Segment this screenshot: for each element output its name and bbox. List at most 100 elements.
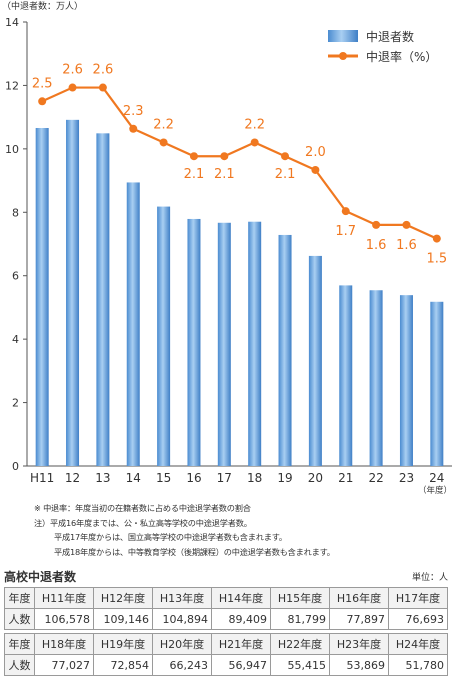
rate-data-label: 2.1 [184,167,205,182]
bar [157,206,171,466]
x-tick-label: 20 [308,471,323,485]
bar [339,285,353,466]
x-axis: H11 12 13 14 15 16 17 18 19 20 21 22 23 24 [30,471,444,485]
dropout-table-part-1: 年度 H11年度 H12年度 H13年度 H14年度 H15年度 H16年度 H… [4,587,448,630]
rate-point [68,83,77,92]
rate-data-label: 1.7 [335,224,356,239]
bar [248,221,262,466]
table-row-years: 年度 H18年度 H19年度 H20年度 H21年度 H22年度 H23年度 H… [4,633,448,655]
footnotes: ※ 中退率：年度当初の在籍者数に占める中途退学者数の割合 注）平成16年度までは… [34,501,450,559]
count-cell: 77,027 [34,654,94,676]
legend-line-marker [339,52,347,60]
bar [399,295,413,466]
bar-series [35,119,444,466]
y-tick-label: 14 [5,16,19,29]
year-cell: H13年度 [152,587,212,609]
rate-data-label: 2.2 [244,117,265,132]
table-row-counts: 人数 106,578 109,146 104,894 89,409 81,799… [4,608,448,630]
count-cell: 106,578 [34,608,94,630]
y-tick-label: 8 [12,206,19,219]
x-tick-label: 13 [95,471,110,485]
y-tick-label: 12 [5,79,19,92]
table-row-years: 年度 H11年度 H12年度 H13年度 H14年度 H15年度 H16年度 H… [4,587,448,609]
rate-data-label: 2.6 [62,63,83,78]
rate-point [281,152,290,161]
count-cell: 81,799 [270,608,330,630]
row-header-year: 年度 [4,633,35,655]
y-tick-label: 0 [12,460,19,473]
bar [308,255,322,466]
bar [369,290,383,466]
rate-data-label: 1.6 [396,238,417,253]
bar [278,234,292,466]
count-cell: 51,780 [388,654,448,676]
rate-data-label: 2.1 [275,167,296,182]
legend: 中退者数 中退率（%） [328,29,437,64]
rate-data-label: 1.6 [366,238,387,253]
count-cell: 104,894 [152,608,212,630]
y-tick-label: 10 [5,143,19,156]
y-axis-unit-label: （中退者数：万人） [2,0,83,12]
bar [96,133,110,466]
year-cell: H19年度 [93,633,153,655]
y-tick-label: 6 [12,270,19,283]
rate-point [402,220,411,229]
x-tick-label: 16 [186,471,201,485]
bar [430,301,444,466]
x-tick-label: 17 [217,471,232,485]
bar [126,182,140,466]
footnote-note-1: 注）平成16年度までは、公・私立高等学校の中途退学者数。 [34,517,252,528]
x-tick-label: 24 [429,471,444,485]
count-cell: 72,854 [93,654,153,676]
y-tick-label: 2 [12,397,19,410]
count-cell: 77,897 [329,608,389,630]
rate-data-label: 2.3 [123,104,144,119]
rate-point [220,152,229,161]
count-cell: 109,146 [93,608,153,630]
year-cell: H15年度 [270,587,330,609]
footnote-note-3: 平成18年度からは、中等教育学校（後期課程）の中途退学者数も含まれます。 [54,546,335,557]
rate-line-series: 2.5 2.6 2.6 2.3 2.2 2.1 2.1 2.2 2.1 2.0 1.7 1.6 1.6 1… [32,63,447,267]
y-axis: 0 2 4 6 8 10 12 14 [5,16,27,473]
rate-point [129,124,138,133]
rate-data-label: 2.5 [32,76,53,91]
count-cell: 55,415 [270,654,330,676]
rate-point [159,138,168,147]
rate-point [341,207,350,216]
year-cell: H16年度 [329,587,389,609]
x-tick-label: 14 [126,471,141,485]
rate-data-label: 2.6 [93,63,114,78]
x-tick-label: H11 [30,471,54,485]
rate-line [41,86,438,240]
x-tick-label: 15 [156,471,171,485]
x-tick-label: 23 [399,471,414,485]
legend-bar-label: 中退者数 [366,29,414,44]
row-header-count: 人数 [4,654,35,676]
y-tick-label: 4 [12,333,19,346]
x-tick-label: 12 [65,471,80,485]
rate-point [311,165,320,174]
rate-data-label: 1.5 [426,252,447,267]
year-cell: H17年度 [388,587,448,609]
table-row-counts: 人数 77,027 72,854 66,243 56,947 55,415 53… [4,654,448,676]
bar [187,218,201,466]
footnote-note-2: 平成17年度からは、国立高等学校の中途退学者数も含まれます。 [54,532,287,542]
year-cell: H21年度 [211,633,271,655]
year-cell: H23年度 [329,633,389,655]
rate-point [250,138,259,147]
count-cell: 53,869 [329,654,389,676]
year-cell: H18年度 [34,633,94,655]
count-cell: 66,243 [152,654,212,676]
rate-point [189,152,198,161]
rate-point [98,83,107,92]
rate-data-label: 2.0 [305,145,326,160]
rate-point [38,97,47,106]
rate-point [432,234,441,243]
year-cell: H11年度 [34,587,94,609]
legend-bar-swatch [328,30,358,42]
bar [217,222,231,466]
x-tick-label: 22 [368,471,383,485]
legend-line-label: 中退率（%） [366,49,437,64]
x-tick-label: 18 [247,471,262,485]
